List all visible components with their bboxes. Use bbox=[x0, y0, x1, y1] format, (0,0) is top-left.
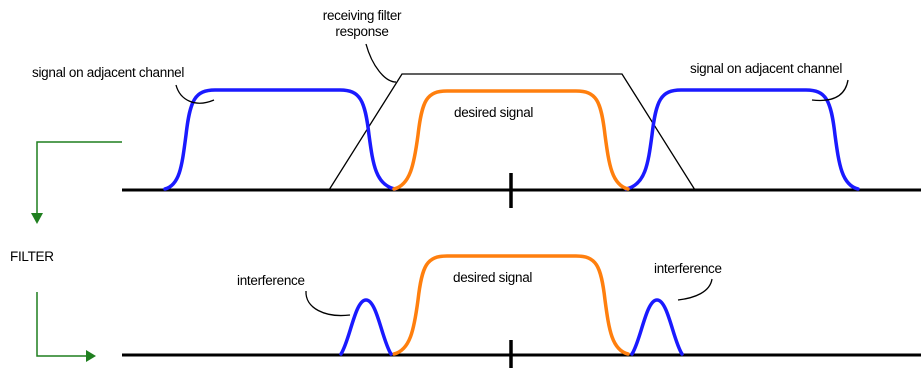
interference-leader-right bbox=[677, 278, 713, 301]
filter-response-leader bbox=[365, 43, 397, 83]
interference-leader-left bbox=[305, 290, 351, 317]
adjacent-label-right: signal on adjacent channel bbox=[690, 61, 842, 76]
adjacent-leader-right bbox=[811, 79, 849, 102]
flow-arrow-down bbox=[36, 141, 122, 215]
adjacent-leader-left bbox=[175, 84, 215, 104]
desired-label-top: desired signal bbox=[454, 105, 533, 120]
adjacent-signal-right bbox=[624, 88, 860, 191]
filter-label: FILTER bbox=[10, 249, 54, 264]
bottom-panel: desired signal interference interference bbox=[122, 254, 921, 368]
desired-signal-bottom bbox=[392, 254, 630, 356]
flow-arrow-right bbox=[36, 292, 86, 357]
filter-flow: FILTER bbox=[10, 141, 122, 362]
interference-left bbox=[339, 298, 393, 356]
interference-label-left: interference bbox=[237, 273, 305, 288]
desired-signal-top bbox=[392, 89, 630, 191]
arrow-down-head bbox=[31, 213, 43, 224]
filter-response-label-line1: receiving filter bbox=[323, 8, 402, 23]
interference-right bbox=[630, 298, 684, 356]
desired-label-bottom: desired signal bbox=[453, 270, 532, 285]
arrow-right-head bbox=[86, 350, 96, 362]
interference-label-right: interference bbox=[654, 261, 722, 276]
top-panel: receiving filter response signal on adja… bbox=[32, 8, 921, 208]
adjacent-label-left: signal on adjacent channel bbox=[32, 65, 184, 80]
filter-response-label-line2: response bbox=[335, 24, 388, 39]
adjacent-signal-left bbox=[163, 88, 397, 191]
receiving-filter-trapezoid bbox=[328, 73, 696, 191]
